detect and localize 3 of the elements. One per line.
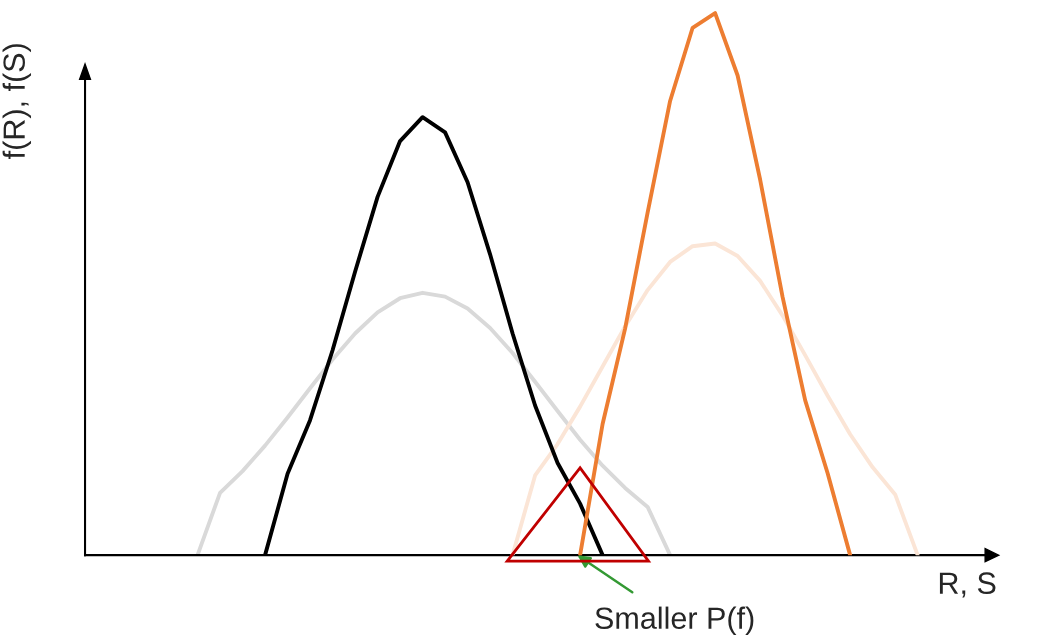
text: Smaller P(f) xyxy=(595,606,754,636)
y-axis-title: f(R), f(S) xyxy=(2,44,32,159)
x-axis-title: R, S xyxy=(939,572,996,598)
